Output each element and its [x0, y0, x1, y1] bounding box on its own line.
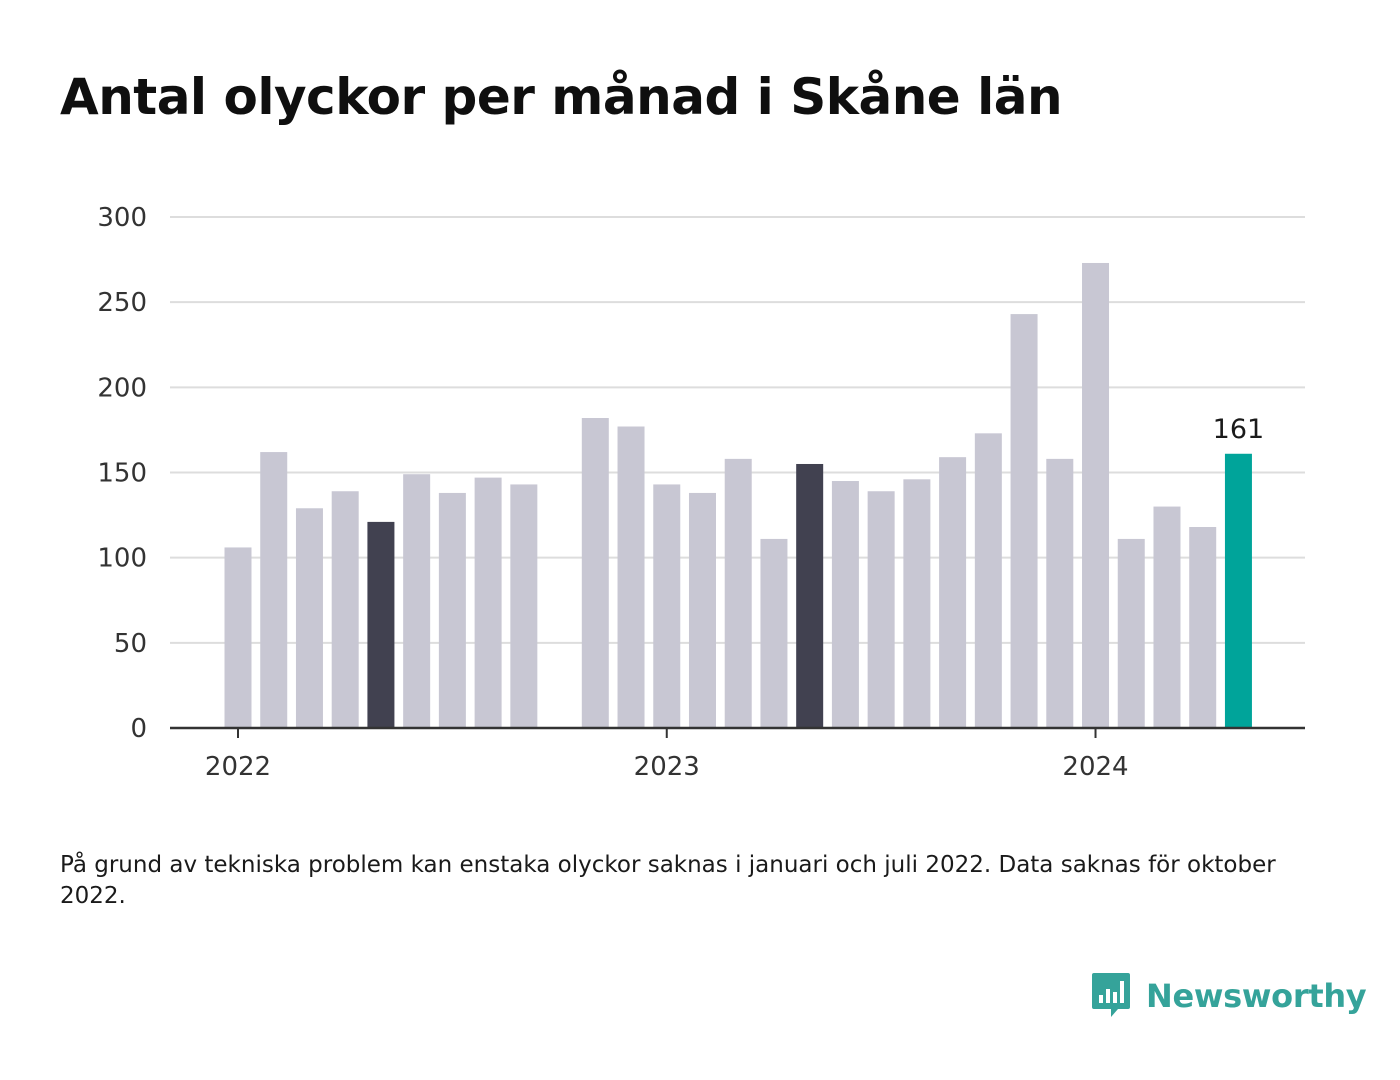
bar-2024-05 — [1224, 453, 1252, 728]
y-tick-label: 200 — [97, 373, 147, 403]
value-labels: 161 — [1213, 414, 1265, 445]
x-axis: 2022 2023 2024 — [170, 726, 1305, 782]
y-tick-label: 300 — [97, 203, 147, 233]
bar-2024-03 — [1153, 506, 1181, 728]
y-tick-label: 250 — [97, 288, 147, 318]
x-tick-label: 2024 — [1062, 752, 1128, 782]
y-tick-label: 0 — [130, 714, 147, 744]
bar-2022-05 — [367, 521, 395, 728]
footnote: På grund av tekniska problem kan enstaka… — [60, 852, 1276, 909]
bar-2023-03 — [724, 458, 752, 728]
bar-2023-04 — [760, 538, 788, 728]
bar-2022-09 — [510, 484, 538, 728]
y-axis-ticks: 0 50 100 150 200 250 300 — [97, 203, 147, 744]
bar-2022-08 — [474, 477, 502, 728]
bar-2022-11 — [581, 417, 609, 728]
bar-2023-11 — [1010, 314, 1038, 728]
bar-2022-03 — [295, 508, 323, 728]
bar-2023-10 — [974, 433, 1002, 728]
newsworthy-logo-icon — [1092, 973, 1130, 1017]
bar-2022-06 — [403, 474, 431, 728]
bar-2023-06 — [831, 481, 859, 728]
y-tick-label: 100 — [97, 544, 147, 574]
bar-2024-02 — [1117, 538, 1145, 728]
x-tick-label: 2022 — [205, 752, 271, 782]
value-label: 161 — [1213, 414, 1265, 445]
bar-2023-01 — [653, 484, 681, 728]
bar-2023-05 — [796, 463, 824, 728]
bar-2022-12 — [617, 426, 645, 728]
y-tick-label: 50 — [114, 629, 147, 659]
bar-2023-07 — [867, 491, 895, 728]
brand-name: Newsworthy — [1146, 977, 1367, 1015]
bar-2023-09 — [939, 457, 967, 728]
bar-2024-01 — [1082, 262, 1110, 728]
brand[interactable]: Newsworthy — [1090, 970, 1367, 1022]
x-tick-label: 2023 — [634, 752, 700, 782]
bar-2023-08 — [903, 479, 931, 728]
bar-2023-12 — [1046, 458, 1074, 728]
bar-2024-04 — [1189, 527, 1217, 728]
y-tick-label: 150 — [97, 459, 147, 489]
bar-2023-02 — [688, 492, 716, 728]
bar-2022-07 — [438, 492, 466, 728]
bars — [224, 262, 1252, 728]
bar-chart: 0 50 100 150 200 250 300 2022 2023 2024 161 — [97, 203, 1305, 782]
bar-2022-04 — [331, 491, 359, 728]
bar-2022-01 — [224, 547, 252, 728]
bar-2022-02 — [260, 452, 288, 728]
chart-title: Antal olyckor per månad i Skåne län — [60, 68, 1063, 126]
